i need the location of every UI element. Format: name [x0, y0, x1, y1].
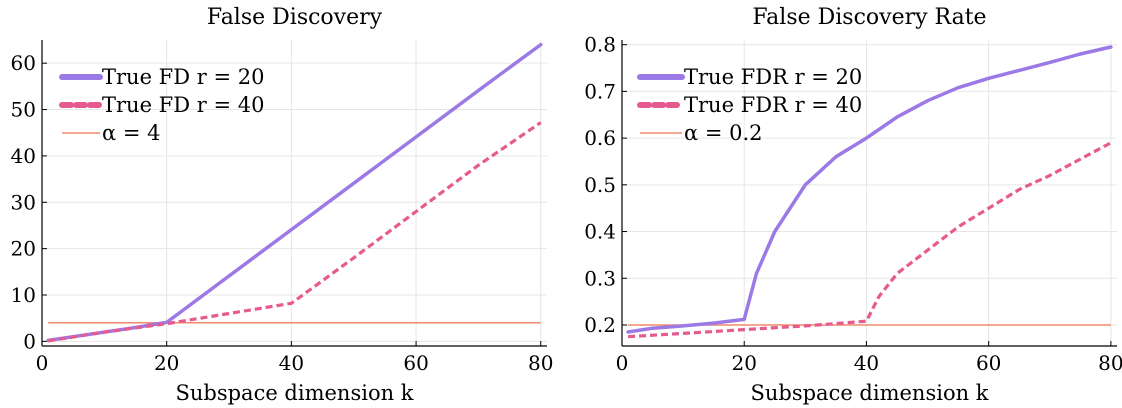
x-tick-label: 80: [528, 351, 553, 375]
x-tick-label: 20: [731, 351, 756, 375]
x-tick-label: 0: [616, 351, 629, 375]
series-line-r40: [47, 121, 542, 343]
y-tick-label: 0.4: [584, 220, 616, 244]
legend-label: True FDR r = 40: [684, 93, 862, 117]
y-tick-label: 0.5: [584, 173, 616, 197]
legend-label: α = 0.2: [684, 121, 763, 145]
y-tick-label: 0.7: [584, 79, 616, 103]
y-tick-label: 0.8: [584, 33, 616, 57]
x-tick-label: 20: [154, 351, 179, 375]
chart-title: False Discovery: [207, 5, 383, 30]
y-tick-label: 10: [11, 283, 36, 307]
y-tick-label: 0: [23, 329, 36, 353]
legend-label: True FDR r = 20: [684, 65, 862, 89]
panel-false-discovery-rate: 0 20 40 60 80 0.2 0.3 0.4 0.5 0.6 0.7 0.8 False Disc…: [584, 5, 1122, 405]
y-tick-label: 50: [11, 98, 36, 122]
y-tick-label: 0.6: [584, 126, 616, 150]
legend-label: True FD r = 20: [102, 65, 264, 89]
x-tick-label: 0: [36, 351, 49, 375]
x-tick-label: 80: [1098, 351, 1122, 375]
y-tick-label: 0.3: [584, 266, 616, 290]
series-line-r40: [628, 141, 1112, 339]
x-axis-label: Subspace dimension k: [175, 381, 413, 405]
y-tick-label: 60: [11, 51, 36, 75]
x-tick-label: 40: [279, 351, 304, 375]
y-tick-label: 20: [11, 237, 36, 261]
y-tick-label: 30: [11, 190, 36, 214]
x-tick-label: 40: [854, 351, 879, 375]
chart-title: False Discovery Rate: [752, 5, 986, 30]
series-line-r20: [626, 45, 1113, 334]
legend-label: α = 4: [102, 121, 161, 145]
x-axis-label: Subspace dimension k: [750, 381, 988, 405]
legend-label: True FD r = 40: [102, 93, 264, 117]
y-tick-label: 0.2: [584, 313, 616, 337]
x-tick-label: 60: [976, 351, 1001, 375]
y-tick-label: 40: [11, 144, 36, 168]
x-tick-label: 60: [403, 351, 428, 375]
panel-false-discovery: 0 20 40 60 80 0 10 20 30 40 50 60 False Discovery Sub…: [11, 5, 554, 405]
